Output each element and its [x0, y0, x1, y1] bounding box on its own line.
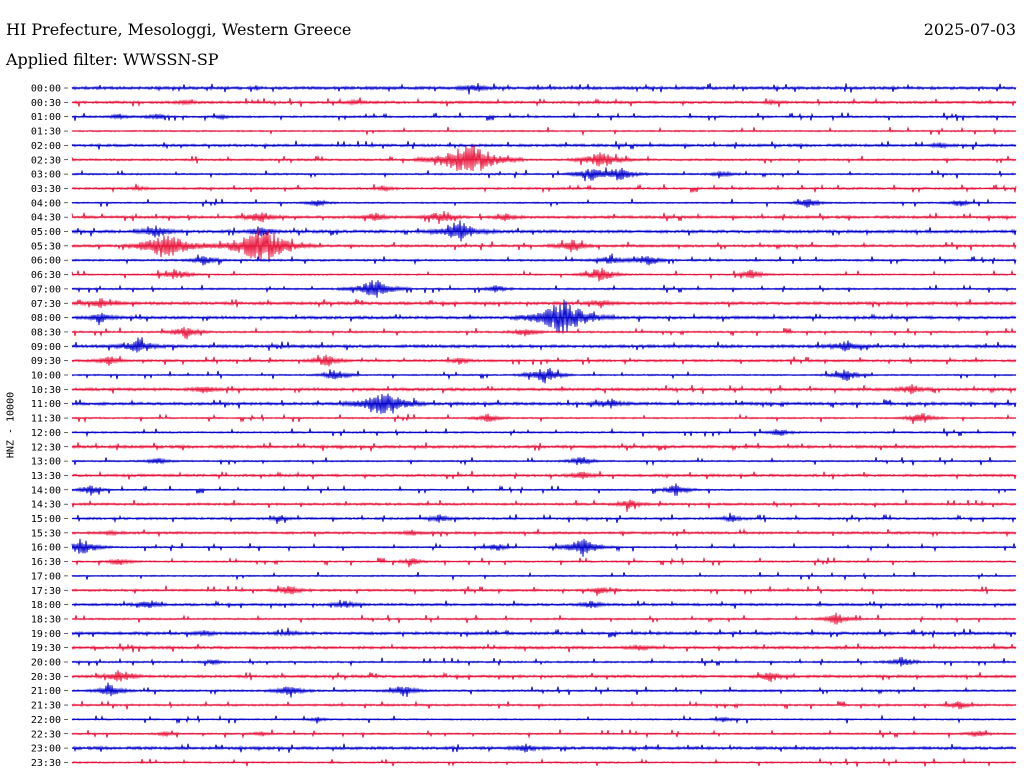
- time-label: 19:00: [31, 629, 61, 640]
- seismic-trace: [71, 367, 1017, 384]
- date-label: 2025-07-03: [923, 20, 1016, 39]
- time-label: 01:00: [31, 112, 61, 123]
- filter-label: Applied filter: WWSSN-SP: [6, 50, 219, 69]
- time-label: 17:00: [31, 571, 61, 582]
- seismic-trace: [71, 627, 1017, 638]
- time-label: 03:00: [31, 170, 61, 181]
- time-label: 20:30: [31, 672, 61, 683]
- time-label: 22:30: [31, 729, 61, 740]
- time-label: 11:30: [31, 414, 61, 425]
- time-label: 18:30: [31, 614, 61, 625]
- seismic-trace: [71, 413, 1017, 425]
- time-label: 12:30: [31, 442, 61, 453]
- seismic-trace: [71, 538, 1017, 557]
- time-label: 21:30: [31, 701, 61, 712]
- time-label: 12:00: [31, 428, 61, 439]
- seismic-trace: [71, 326, 1017, 340]
- time-label: 08:00: [31, 313, 61, 324]
- seismic-trace: [71, 498, 1017, 512]
- time-label: 09:00: [31, 342, 61, 353]
- time-label: 22:00: [31, 715, 61, 726]
- time-label: 14:30: [31, 500, 61, 511]
- time-label: 21:00: [31, 686, 61, 697]
- time-label: 17:30: [31, 586, 61, 597]
- time-label: 08:30: [31, 327, 61, 338]
- time-label: 06:00: [31, 256, 61, 267]
- seismic-trace: [71, 144, 1017, 172]
- seismic-trace: [71, 682, 1017, 698]
- time-label: 07:30: [31, 299, 61, 310]
- time-label: 15:30: [31, 528, 61, 539]
- seismic-trace: [71, 83, 1017, 95]
- time-label: 00:00: [31, 84, 61, 95]
- time-label: 02:00: [31, 141, 61, 152]
- time-label: 00:30: [31, 98, 61, 109]
- seismic-trace: [71, 253, 1017, 266]
- time-label: 11:00: [31, 399, 61, 410]
- time-label: 06:30: [31, 270, 61, 281]
- station-title: HI Prefecture, Mesologgi, Western Greece: [6, 20, 352, 39]
- time-label: 13:30: [31, 471, 61, 482]
- time-label: 03:30: [31, 184, 61, 195]
- time-label: 10:00: [31, 371, 61, 382]
- time-label: 16:30: [31, 557, 61, 568]
- seismic-trace: [71, 556, 1017, 568]
- time-label: 05:00: [31, 227, 61, 238]
- time-label: 05:30: [31, 241, 61, 252]
- time-label: 16:00: [31, 543, 61, 554]
- time-label: 09:30: [31, 356, 61, 367]
- time-label: 14:00: [31, 485, 61, 496]
- time-label: 13:00: [31, 457, 61, 468]
- time-label: 23:30: [31, 758, 61, 769]
- time-label: 04:00: [31, 198, 61, 209]
- time-label: 01:30: [31, 127, 61, 138]
- time-label: 04:30: [31, 213, 61, 224]
- seismic-trace: [71, 337, 1017, 353]
- time-label: 02:30: [31, 155, 61, 166]
- seismic-trace: [71, 299, 1017, 334]
- time-label: 23:00: [31, 744, 61, 755]
- time-label: 07:00: [31, 284, 61, 295]
- seismic-trace: [71, 220, 1017, 242]
- time-label: 19:30: [31, 643, 61, 654]
- time-label: 18:00: [31, 600, 61, 611]
- time-label: 10:30: [31, 385, 61, 396]
- time-label: 20:00: [31, 658, 61, 669]
- time-label: 15:00: [31, 514, 61, 525]
